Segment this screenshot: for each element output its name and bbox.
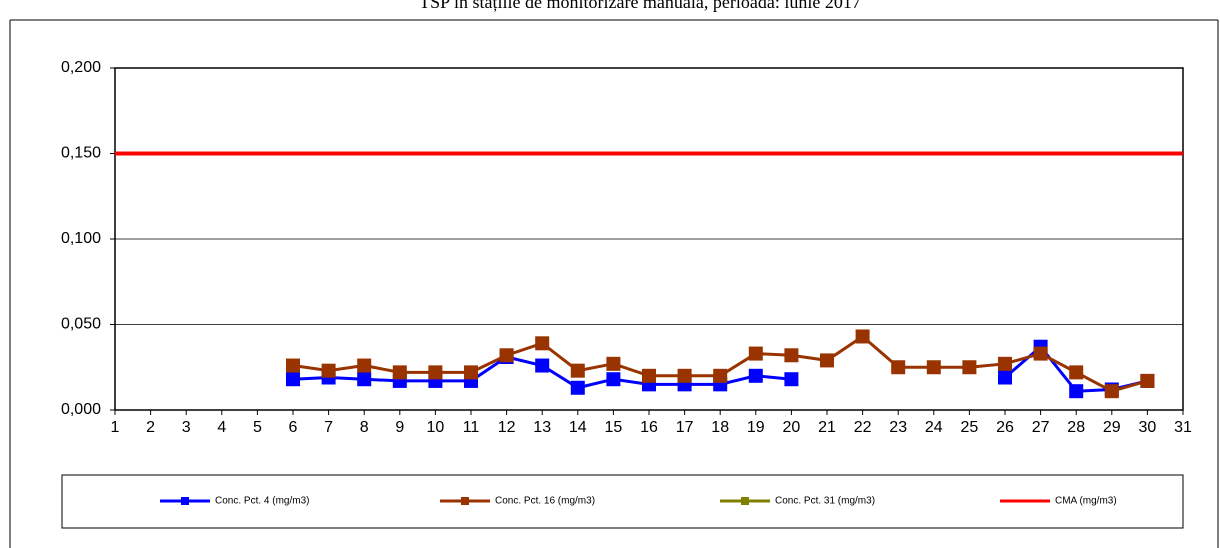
legend-marker [741, 497, 749, 505]
x-tick-label: 26 [996, 419, 1014, 436]
point-marker [1069, 384, 1084, 399]
x-tick-label: 3 [182, 419, 191, 436]
legend-marker [181, 497, 189, 505]
legend-label: Conc. Pct. 31 (mg/m3) [775, 496, 875, 507]
point-marker [606, 372, 621, 387]
point-marker [1033, 346, 1048, 361]
x-tick-label: 21 [818, 419, 836, 436]
x-tick-label: 24 [925, 419, 943, 436]
x-tick-label: 27 [1032, 419, 1050, 436]
point-marker [677, 368, 692, 383]
x-tick-label: 2 [146, 419, 155, 436]
x-tick-label: 17 [676, 419, 694, 436]
x-tick-label: 11 [463, 419, 480, 436]
point-marker [820, 353, 834, 368]
x-tick-label: 8 [360, 419, 369, 436]
point-marker [535, 336, 550, 351]
y-tick-label: 0,050 [61, 316, 101, 333]
point-marker [286, 358, 300, 373]
x-tick-label: 14 [569, 419, 587, 436]
point-marker [464, 365, 478, 380]
point-marker [926, 360, 941, 375]
point-marker [855, 329, 870, 344]
point-marker [1069, 365, 1084, 380]
x-tick-label: 19 [747, 419, 765, 436]
point-marker [535, 358, 550, 373]
point-marker [642, 368, 656, 383]
point-marker [891, 360, 906, 375]
x-tick-label: 16 [640, 419, 658, 436]
y-tick-label: 0,150 [61, 145, 101, 162]
x-tick-label: 20 [783, 419, 801, 436]
x-tick-label: 15 [605, 419, 623, 436]
point-marker [962, 360, 977, 375]
x-tick-label: 29 [1103, 419, 1121, 436]
point-marker [606, 356, 621, 371]
point-marker [1140, 373, 1155, 388]
legend-label: Conc. Pct. 4 (mg/m3) [215, 496, 309, 507]
point-marker [748, 368, 763, 383]
point-marker [499, 348, 514, 363]
legend-label: Conc. Pct. 16 (mg/m3) [495, 496, 595, 507]
y-tick-label: 0,200 [61, 59, 101, 76]
x-tick-label: 5 [253, 419, 262, 436]
point-marker [570, 380, 585, 395]
x-tick-label: 7 [324, 419, 333, 436]
y-tick-label: 0,000 [61, 401, 101, 418]
x-tick-label: 10 [427, 419, 445, 436]
legend-marker [461, 497, 469, 505]
point-marker [998, 370, 1012, 385]
point-marker [392, 365, 407, 380]
point-marker [998, 356, 1012, 371]
x-tick-label: 28 [1067, 419, 1085, 436]
x-tick-label: 1 [111, 419, 120, 436]
y-tick-label: 0,100 [61, 230, 101, 247]
legend-label: CMA (mg/m3) [1055, 496, 1117, 507]
point-marker [428, 365, 443, 380]
point-marker [748, 346, 763, 361]
x-tick-label: 13 [533, 419, 551, 436]
x-tick-label: 30 [1139, 419, 1157, 436]
legend-box [61, 474, 1184, 529]
x-tick-label: 22 [854, 419, 872, 436]
point-marker [713, 368, 728, 383]
point-marker [570, 363, 585, 378]
point-marker [357, 358, 372, 373]
point-marker [784, 372, 799, 387]
x-tick-label: 4 [217, 419, 226, 436]
point-marker [286, 372, 300, 387]
point-marker [1104, 384, 1119, 399]
x-tick-label: 9 [395, 419, 404, 436]
chart-title: TSP în stațiile de monitorizare manuală,… [419, 0, 861, 12]
x-tick-label: 18 [711, 419, 729, 436]
x-tick-label: 12 [498, 419, 516, 436]
x-tick-label: 25 [961, 419, 979, 436]
point-marker [784, 348, 799, 363]
point-marker [321, 363, 336, 378]
point-marker [357, 372, 372, 387]
x-tick-label: 23 [889, 419, 907, 436]
x-tick-label: 6 [289, 419, 298, 436]
x-tick-label: 31 [1174, 419, 1192, 436]
